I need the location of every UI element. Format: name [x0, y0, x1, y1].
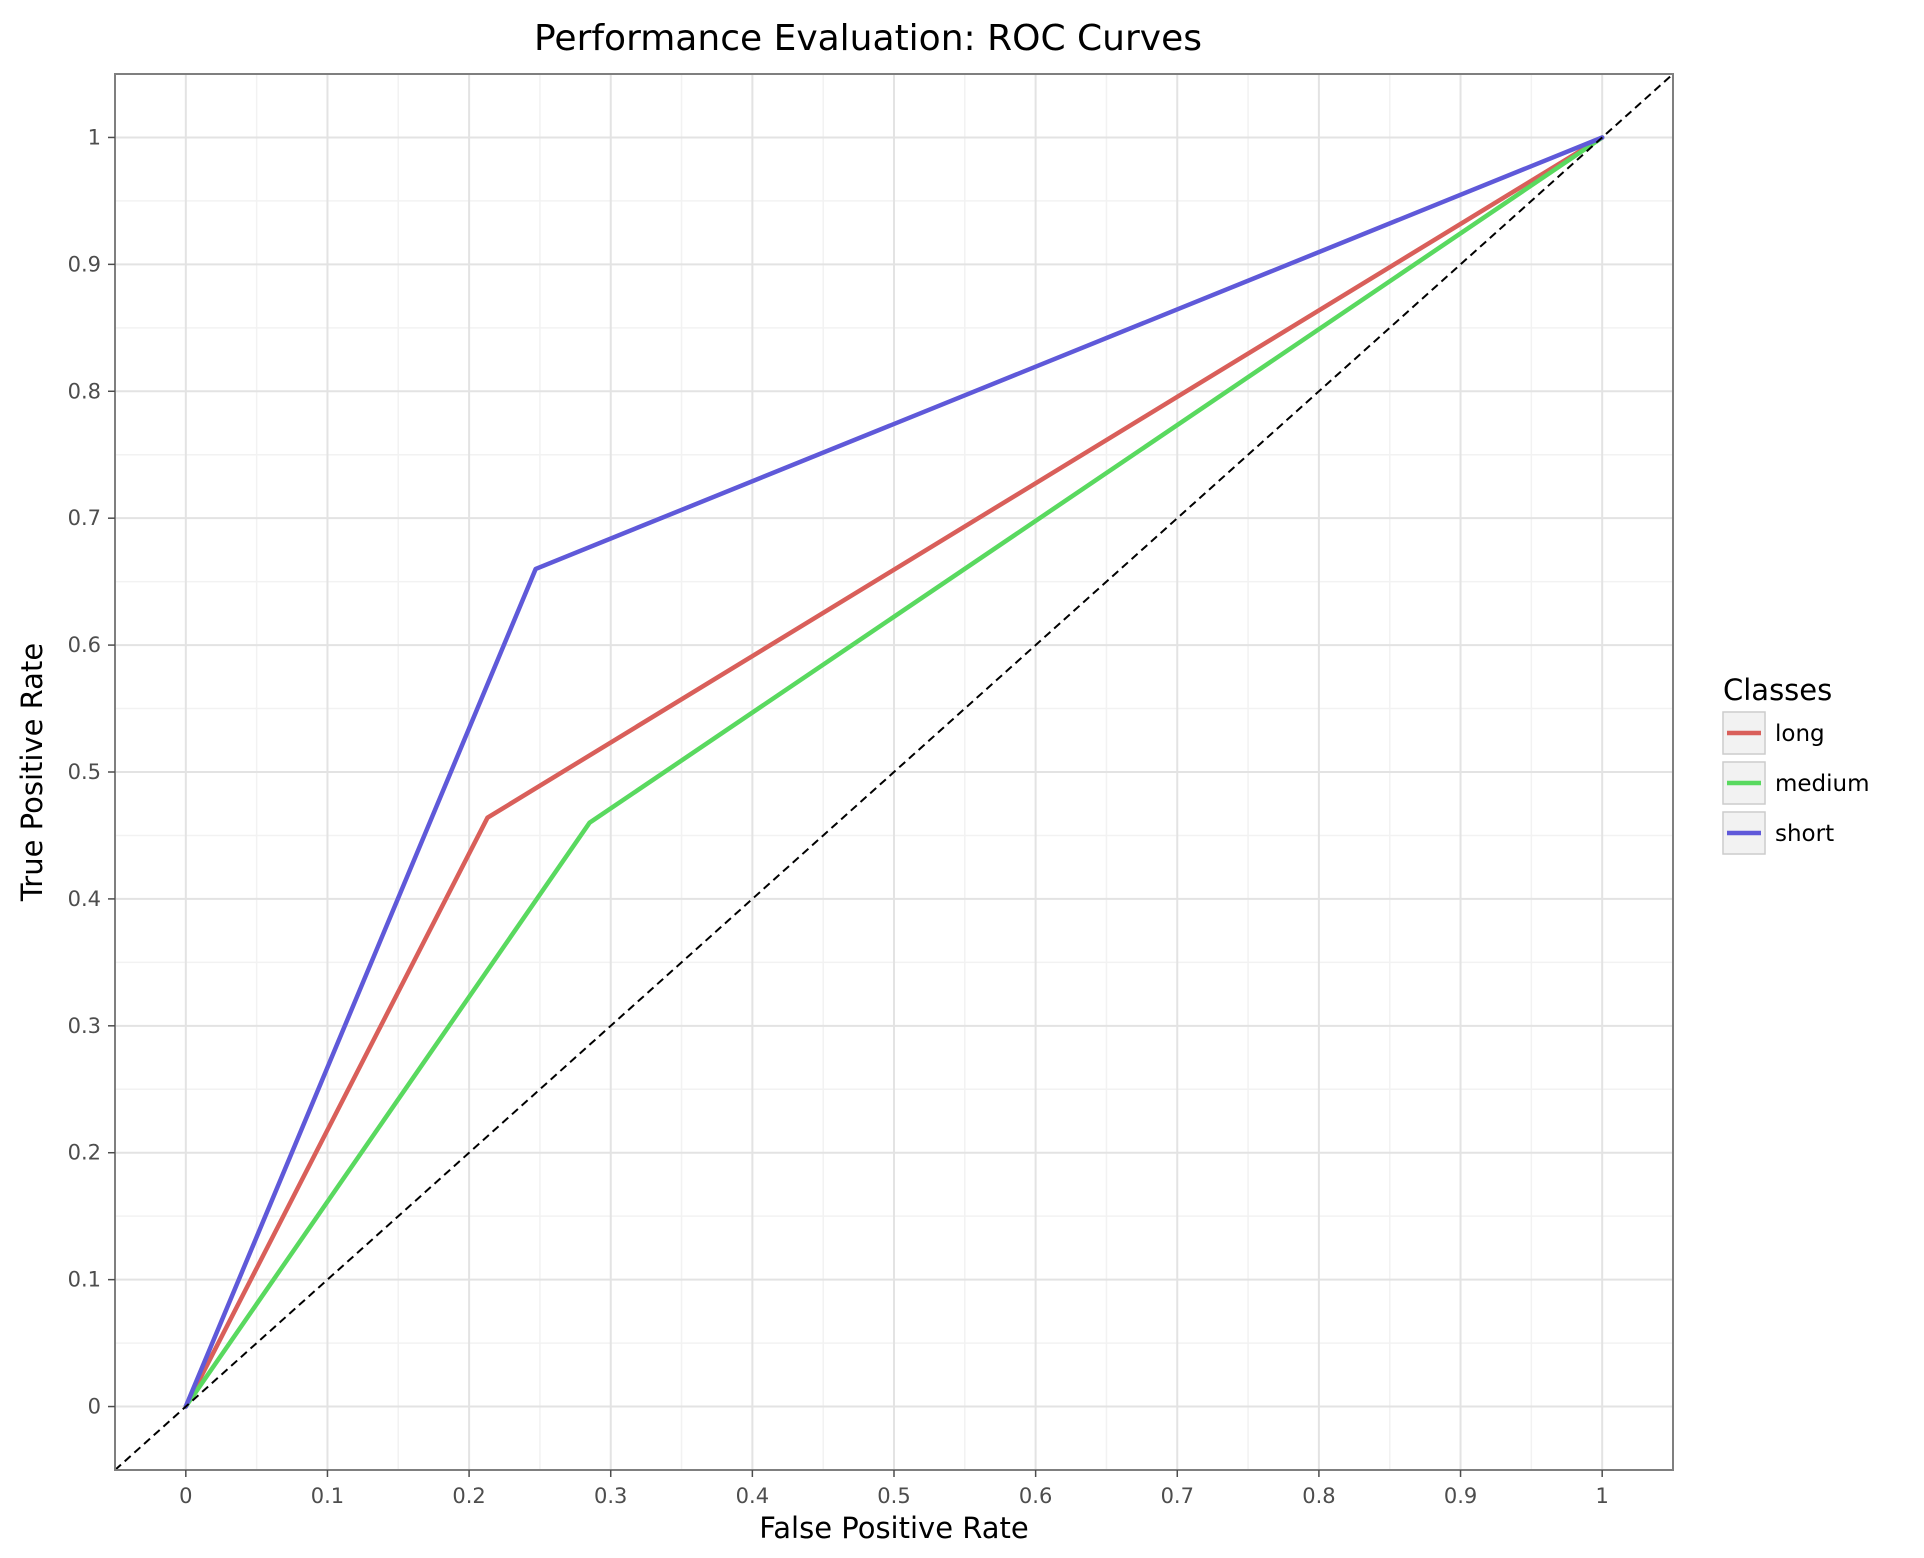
x-tick-label: 0.6	[1019, 1484, 1052, 1508]
y-tick-label: 1	[88, 125, 101, 149]
x-tick-label: 0.9	[1444, 1484, 1477, 1508]
y-tick-label: 0.8	[68, 379, 101, 403]
legend-item-short: short	[1722, 811, 1834, 855]
legend-title: Classes	[1723, 673, 1832, 707]
y-tick-label: 0.2	[68, 1141, 101, 1165]
major-gridlines	[115, 74, 1673, 1470]
y-tick-label: 0.5	[68, 760, 101, 784]
series-lines	[114, 73, 1674, 1471]
series-line-long	[183, 135, 1605, 1409]
series-line-medium	[183, 135, 1605, 1409]
x-tick-label: 0.2	[452, 1484, 485, 1508]
reference-diagonal-line	[114, 73, 1674, 1471]
x-tick-label: 0	[179, 1484, 192, 1508]
x-tick-label: 0.1	[311, 1484, 344, 1508]
y-tick-label: 0.1	[68, 1268, 101, 1292]
x-tick-label: 0.7	[1161, 1484, 1194, 1508]
legend-label: long	[1775, 721, 1825, 747]
legend-item-long: long	[1722, 711, 1825, 755]
y-axis-ticks: 0 0.1 0.2 0.3 0.4 0.5 0.6 0.7 0.8 0.9 1	[68, 125, 115, 1419]
y-tick-label: 0.6	[68, 633, 101, 657]
chart-title: Performance Evaluation: ROC Curves	[534, 18, 1202, 59]
series-line-short	[183, 135, 1605, 1409]
legend-label: medium	[1775, 771, 1870, 797]
y-tick-label: 0	[88, 1395, 101, 1419]
x-tick-label: 1	[1595, 1484, 1608, 1508]
x-tick-label: 0.3	[594, 1484, 627, 1508]
y-tick-label: 0.4	[68, 887, 101, 911]
x-axis-ticks: 0 0.1 0.2 0.3 0.4 0.5 0.6 0.7 0.8 0.9 1	[179, 1470, 1609, 1508]
y-axis-title: True Positive Rate	[15, 643, 49, 902]
legend-label: short	[1775, 821, 1834, 847]
y-tick-label: 0.9	[68, 252, 101, 276]
x-axis-title: False Positive Rate	[759, 1511, 1029, 1545]
x-tick-label: 0.5	[877, 1484, 910, 1508]
y-tick-label: 0.3	[68, 1014, 101, 1038]
legend-item-medium: medium	[1722, 761, 1870, 805]
y-tick-label: 0.7	[68, 506, 101, 530]
x-tick-label: 0.4	[736, 1484, 769, 1508]
legend: Classes long medium short	[1722, 673, 1870, 855]
x-tick-label: 0.8	[1302, 1484, 1335, 1508]
